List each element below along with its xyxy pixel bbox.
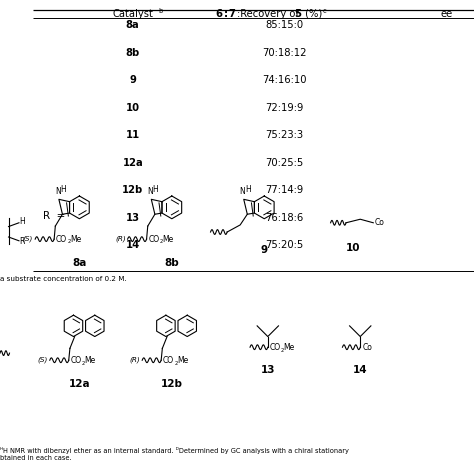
Text: 8a: 8a [126,20,140,30]
Text: CO: CO [163,356,174,365]
Text: 8a: 8a [72,258,87,268]
Text: 12b: 12b [122,185,143,195]
Text: 9: 9 [129,75,136,85]
Text: 2: 2 [67,239,71,245]
Text: 5: 5 [294,9,301,19]
Text: 76:18:6: 76:18:6 [265,212,303,223]
Text: 72:19:9: 72:19:9 [265,102,303,113]
Text: btained in each case.: btained in each case. [0,455,72,461]
Text: 77:14:9: 77:14:9 [265,185,303,195]
Text: H: H [60,185,66,194]
Text: H: H [245,185,251,194]
Text: 12a: 12a [122,157,143,168]
Text: 8b: 8b [126,47,140,58]
Text: 6: 6 [216,9,223,19]
Text: CO: CO [71,356,82,365]
Text: 2: 2 [174,361,178,365]
Text: (S): (S) [23,236,33,242]
Text: 10: 10 [346,243,360,253]
Text: :: : [224,9,228,19]
Text: (R): (R) [129,357,140,364]
Text: N: N [240,187,246,196]
Text: 7: 7 [228,9,235,19]
Text: Catalyst: Catalyst [112,9,153,19]
Text: 13: 13 [126,212,140,223]
Text: ee: ee [441,9,453,19]
Text: 12a: 12a [69,379,90,389]
Text: CO: CO [56,235,67,244]
Text: :Recovery of: :Recovery of [237,9,301,19]
Text: Co: Co [362,343,372,352]
Text: 74:16:10: 74:16:10 [262,75,307,85]
Text: Me: Me [177,356,188,365]
Text: (R): (R) [115,236,126,242]
Text: H: H [19,218,25,226]
Text: (%): (%) [302,9,323,19]
Text: 14: 14 [353,365,367,375]
Text: c: c [322,8,326,14]
Text: CO: CO [148,235,160,244]
Text: Co: Co [374,219,384,227]
Text: a substrate concentration of 0.2 M.: a substrate concentration of 0.2 M. [0,276,127,282]
Text: 8b: 8b [164,258,179,268]
Text: 75:20:5: 75:20:5 [265,240,303,250]
Text: 75:23:3: 75:23:3 [265,130,303,140]
Text: 85:15:0: 85:15:0 [265,20,303,30]
Text: CO: CO [270,343,281,352]
Text: H: H [153,185,158,194]
Text: Me: Me [162,235,173,244]
Text: b: b [159,8,163,14]
Text: 2: 2 [82,361,85,365]
Text: Me: Me [70,235,81,244]
Text: R: R [19,237,25,246]
Text: 13: 13 [261,365,275,375]
Text: 11: 11 [126,130,140,140]
Text: 70:18:12: 70:18:12 [262,47,307,58]
Text: (S): (S) [37,357,48,364]
Text: N: N [55,187,61,196]
Text: 70:25:5: 70:25:5 [265,157,303,168]
Text: ᴴH NMR with dibenzyl ether as an internal standard. ᴰDetermined by GC analysis w: ᴴH NMR with dibenzyl ether as an interna… [0,447,349,454]
Text: 10: 10 [126,102,140,113]
Text: Me: Me [283,343,295,352]
Text: 14: 14 [126,240,140,250]
Text: R  =: R = [43,210,65,221]
Text: Me: Me [84,356,96,365]
Text: 9: 9 [261,245,268,255]
Text: N: N [147,187,153,196]
Text: 2: 2 [160,239,163,245]
Text: 2: 2 [281,347,284,353]
Text: 12b: 12b [161,379,183,389]
